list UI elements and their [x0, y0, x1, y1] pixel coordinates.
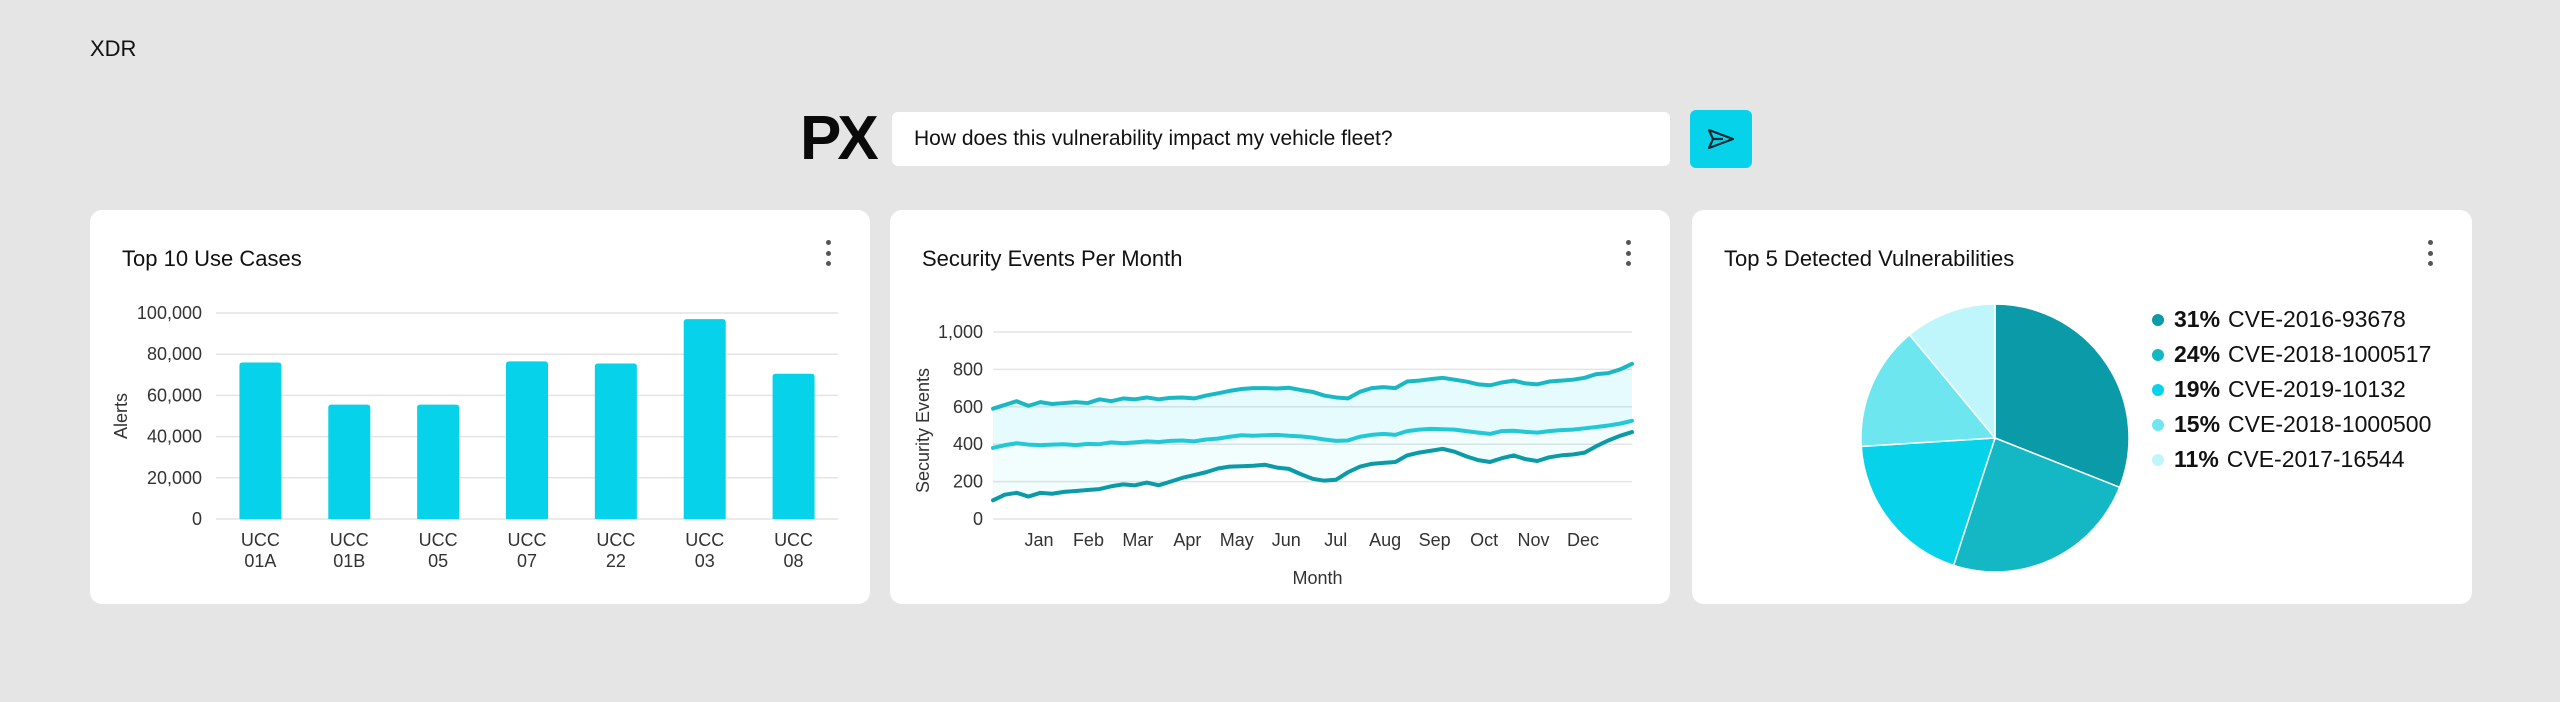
- bar: [772, 373, 815, 519]
- legend-label: CVE-2018-1000517: [2228, 341, 2432, 367]
- use-cases-card: Top 10 Use Cases 0 20,000 40,000 60,000 80,0…: [90, 210, 870, 604]
- send-button[interactable]: [1690, 110, 1752, 168]
- legend-item: 24% CVE-2018-1000517: [2152, 337, 2431, 372]
- legend-swatch: [2152, 418, 2164, 431]
- legend-swatch: [2152, 348, 2164, 361]
- x-tick-label: UCC: [330, 530, 369, 550]
- y-tick-label: 80,000: [147, 344, 202, 364]
- y-axis-label: Alerts: [111, 393, 131, 439]
- vulns-card: Top 5 Detected Vulnerabilities 31% CVE-20…: [1692, 210, 2472, 604]
- x-tick-label: 03: [695, 551, 715, 571]
- band-area: [993, 420, 1632, 501]
- x-tick-label: Nov: [1518, 530, 1550, 550]
- send-icon: [1707, 128, 1735, 150]
- x-tick-label: UCC: [774, 530, 813, 550]
- pie-slice: [1860, 333, 1997, 448]
- legend-swatch: [2152, 383, 2164, 396]
- legend-swatch: [2152, 313, 2164, 326]
- pie-slice: [1994, 303, 2130, 489]
- x-tick-label: 07: [517, 551, 537, 571]
- x-tick-label: UCC: [508, 530, 547, 550]
- series-line: [991, 430, 1634, 503]
- events-card: Security Events Per Month 0 200 400 600 800 1…: [890, 210, 1670, 604]
- x-tick-label: May: [1220, 530, 1254, 550]
- more-vertical-icon[interactable]: [822, 240, 834, 266]
- y-tick-label: 0: [192, 509, 202, 529]
- pie-slice: [1952, 437, 2121, 573]
- legend-percent: 15%: [2174, 411, 2221, 437]
- more-vertical-icon[interactable]: [1622, 240, 1634, 266]
- x-tick-label: Mar: [1122, 530, 1153, 550]
- y-tick-label: 1,000: [938, 322, 983, 342]
- y-tick-label: 600: [953, 397, 983, 417]
- legend-item: 19% CVE-2019-10132: [2152, 372, 2431, 407]
- legend-swatch: [2152, 453, 2164, 466]
- line-chart: 0 200 400 600 800 1,000 Security Events Jan Feb M…: [913, 322, 1634, 588]
- series-line: [991, 361, 1634, 411]
- y-tick-label: 800: [953, 359, 983, 379]
- prompt-bar: PX: [800, 108, 1752, 170]
- x-axis-label: Month: [1292, 568, 1342, 588]
- legend-percent: 24%: [2174, 341, 2221, 367]
- legend-label: CVE-2019-10132: [2228, 376, 2406, 402]
- x-tick-label: Dec: [1567, 530, 1599, 550]
- card-title: Top 10 Use Cases: [122, 246, 302, 271]
- x-tick-label: 05: [428, 551, 448, 571]
- legend-item: 31% CVE-2016-93678: [2152, 302, 2431, 337]
- pie-legend: 31% CVE-2016-93678 24% CVE-2018-1000517 19% C…: [2152, 302, 2431, 477]
- bar: [594, 363, 637, 519]
- x-tick-label: UCC: [596, 530, 635, 550]
- legend-percent: 19%: [2174, 376, 2221, 402]
- bar-chart: 0 20,000 40,000 60,000 80,000 100,000 Alerts UC…: [111, 303, 838, 571]
- x-tick-label: UCC: [241, 530, 280, 550]
- y-axis-label: Security Events: [913, 368, 933, 493]
- bar: [239, 362, 282, 519]
- y-tick-label: 400: [953, 434, 983, 454]
- pie-slice: [1860, 437, 1997, 567]
- bar: [328, 404, 371, 519]
- x-tick-label: Apr: [1173, 530, 1201, 550]
- y-tick-label: 40,000: [147, 427, 202, 447]
- x-tick-label: UCC: [685, 530, 724, 550]
- legend-label: CVE-2017-16544: [2226, 446, 2405, 472]
- px-logo: PX: [800, 104, 879, 173]
- bar: [506, 361, 548, 519]
- bar: [683, 319, 726, 519]
- series-line: [991, 418, 1634, 450]
- y-tick-label: 0: [973, 509, 983, 529]
- y-tick-label: 60,000: [147, 385, 202, 405]
- y-tick-label: 100,000: [137, 303, 202, 323]
- x-tick-label: 01A: [244, 551, 276, 571]
- y-tick-label: 20,000: [147, 468, 202, 488]
- x-tick-label: 01B: [333, 551, 365, 571]
- legend-percent: 11%: [2174, 446, 2219, 472]
- pie-chart: [1860, 303, 2130, 573]
- x-tick-label: 22: [606, 551, 626, 571]
- legend-label: CVE-2016-93678: [2228, 306, 2406, 332]
- x-tick-label: Jul: [1324, 530, 1347, 550]
- x-tick-label: 08: [784, 551, 804, 571]
- x-tick-label: Sep: [1419, 530, 1451, 550]
- x-tick-label: Jun: [1272, 530, 1301, 550]
- x-tick-label: Oct: [1470, 530, 1498, 550]
- x-tick-label: Feb: [1073, 530, 1104, 550]
- bar: [417, 404, 460, 519]
- card-title: Top 5 Detected Vulnerabilities: [1724, 246, 2015, 271]
- app-title: XDR: [90, 36, 137, 61]
- legend-item: 11% CVE-2017-16544: [2152, 442, 2431, 477]
- legend-item: 15% CVE-2018-1000500: [2152, 407, 2431, 442]
- x-tick-label: Aug: [1369, 530, 1401, 550]
- legend-percent: 31%: [2174, 306, 2221, 332]
- y-tick-label: 200: [953, 472, 983, 492]
- card-title: Security Events Per Month: [922, 246, 1183, 271]
- legend-label: CVE-2018-1000500: [2228, 411, 2432, 437]
- pie-slice: [1908, 303, 1996, 441]
- query-input[interactable]: [892, 112, 1670, 166]
- x-tick-label: Jan: [1024, 530, 1053, 550]
- x-tick-label: UCC: [419, 530, 458, 550]
- more-vertical-icon[interactable]: [2424, 240, 2436, 266]
